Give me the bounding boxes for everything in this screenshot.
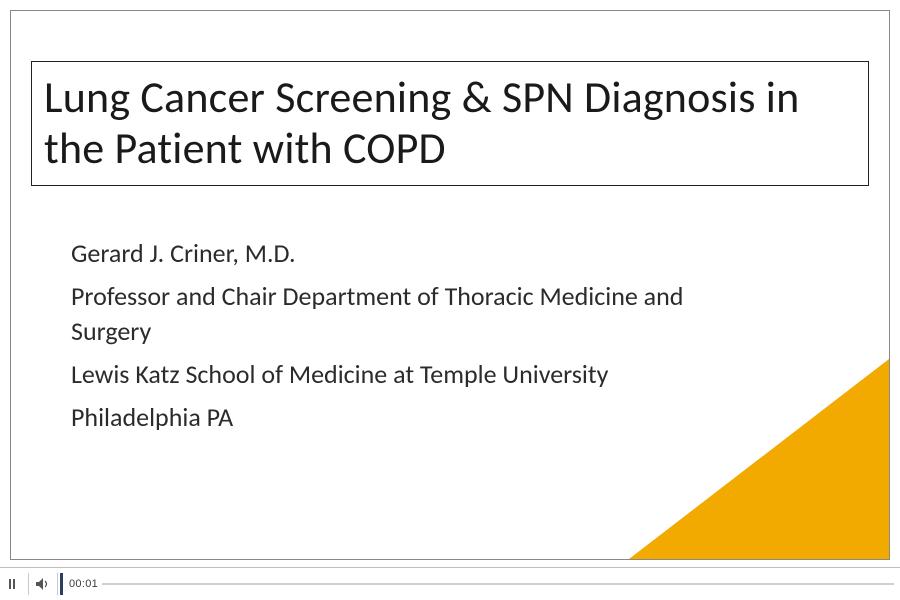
play-icon [9, 578, 19, 590]
volume-button[interactable] [29, 568, 57, 600]
slide-title-box: Lung Cancer Screening & SPN Diagnosis in… [31, 61, 869, 186]
progress-track[interactable] [102, 583, 894, 585]
player-divider-2 [57, 573, 58, 595]
time-display: 00:01 [69, 578, 98, 590]
author-name: Gerard J. Criner, M.D. [71, 236, 751, 271]
slide-frame: Lung Cancer Screening & SPN Diagnosis in… [10, 10, 890, 560]
volume-icon [36, 578, 50, 590]
slide-title: Lung Cancer Screening & SPN Diagnosis in… [44, 72, 856, 173]
progress-marker[interactable] [60, 573, 63, 595]
accent-triangle [629, 359, 889, 559]
video-player-bar: 00:01 [0, 567, 900, 600]
play-button[interactable] [0, 568, 28, 600]
author-title: Professor and Chair Department of Thorac… [71, 279, 751, 349]
